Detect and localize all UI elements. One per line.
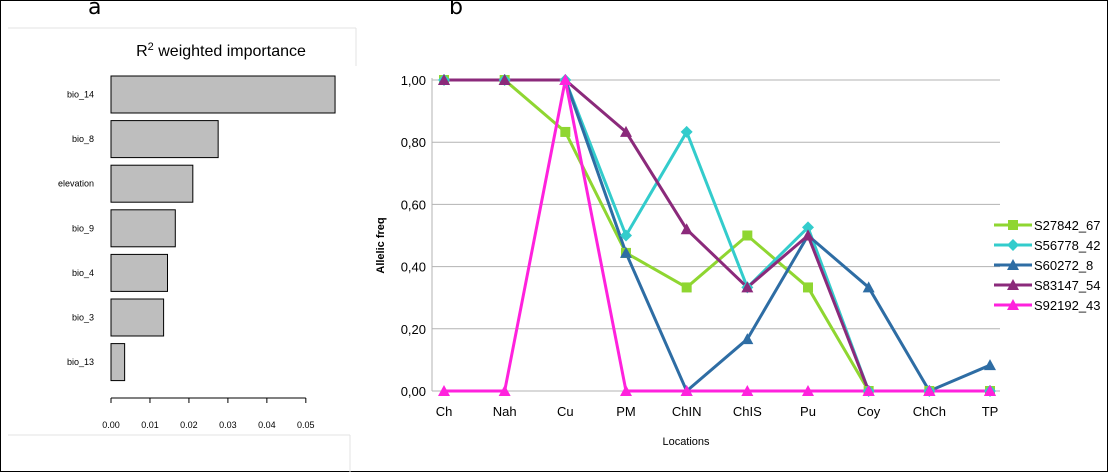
y-axis-title: Allelic freq: [375, 217, 387, 273]
bar-bio_13: [110, 343, 126, 382]
point-S60272_8-TP: [984, 359, 996, 371]
x-tick-label-Ch: Ch: [436, 404, 453, 419]
point-S83147_54-Nah: [498, 74, 511, 85]
legend-label-S56778_42: S56778_42: [1034, 238, 1101, 253]
point-S92192_43-Pu: [802, 385, 814, 396]
x-tick-label-TP: TP: [982, 404, 999, 419]
bar-chart-title: R2 weighted importance: [136, 41, 306, 60]
point-S92192_43-TP: [984, 385, 996, 396]
bar-x-tick-label: 0.02: [180, 420, 198, 430]
bar-label-bio_8: bio_8: [72, 134, 94, 144]
x-tick-label-PM: PM: [616, 404, 636, 419]
y-tick-label: 0,60: [401, 197, 426, 212]
bar-bio_9: [110, 209, 176, 248]
bar-label-bio_9: bio_9: [72, 223, 94, 233]
point-S27842_67-ChIS: [742, 230, 753, 241]
x-tick-label-ChIS: ChIS: [733, 404, 762, 419]
point-S92192_43-ChIN: [680, 385, 693, 396]
point-S60272_8-PM: [620, 246, 632, 258]
x-tick-label-ChCh: ChCh: [913, 404, 946, 419]
legend-marker-S56778_42: [1007, 239, 1019, 251]
legend-marker-S27842_67: [1008, 220, 1018, 230]
x-axis-title: Locations: [662, 436, 710, 448]
importance-bar-chart: R2 weighted importance bio_14 bio_8elevati…: [8, 27, 357, 472]
panel-a-title-box: [8, 27, 357, 66]
bar-x-tick-label: 0.04: [258, 420, 276, 430]
bar-label-bio_3: bio_3: [72, 313, 94, 323]
x-tick-label-ChIN: ChIN: [672, 404, 702, 419]
point-S92192_43-ChCh: [923, 385, 936, 396]
bar-x-tick-label: 0.03: [219, 420, 237, 430]
series-line-S56778_42: [444, 78, 990, 393]
point-S27842_67-Cu: [560, 126, 571, 137]
point-S60272_8-Coy: [862, 281, 875, 293]
bar-bio_4: [110, 253, 168, 292]
point-S92192_43-ChIS: [741, 385, 754, 396]
bar-label-bio_4: bio_4: [72, 268, 94, 278]
y-tick-label: 0,00: [401, 384, 426, 399]
y-tick-label: 0,40: [401, 260, 426, 275]
point-S92192_43-PM: [620, 385, 632, 396]
legend-label-S83147_54: S83147_54: [1034, 278, 1101, 293]
bar-bio_3: [110, 298, 165, 337]
panel-label-a: a: [88, 0, 102, 20]
bar-label-bio_13: bio_13: [67, 357, 94, 367]
bar-label-bio_14: bio_14: [67, 90, 94, 100]
y-tick-label: 0,80: [401, 135, 426, 150]
point-S83147_54-ChIS: [741, 281, 754, 293]
legend-marker-S60272_8: [1007, 259, 1019, 270]
point-S56778_42-ChIN: [680, 125, 693, 138]
point-S83147_54-PM: [620, 125, 632, 137]
point-S83147_54-ChIN: [680, 223, 693, 235]
point-S56778_42-PM: [620, 229, 632, 242]
point-S27842_67-Pu: [803, 282, 813, 293]
bar-bio_8: [110, 120, 219, 159]
allelic-frequency-line-chart: 0,00 0,20 0,40 0,60 0,80 1,00 Ch Nah Cu PM ChIN ChI…: [375, 73, 1101, 448]
point-S60272_8-ChIS: [741, 333, 754, 345]
x-tick-label-Cu: Cu: [557, 404, 574, 419]
y-tick-label: 1,00: [401, 73, 426, 88]
point-S92192_43-Coy: [862, 385, 875, 396]
point-S92192_43-Cu: [559, 74, 572, 85]
point-S92192_43-Ch: [438, 385, 450, 396]
x-tick-label-Pu: Pu: [800, 404, 816, 419]
bar-x-tick-label: 0.01: [141, 420, 159, 430]
x-tick-label-Nah: Nah: [493, 404, 517, 419]
bar-label-elevation: elevation: [58, 179, 94, 189]
x-tick-label-Coy: Coy: [857, 404, 881, 419]
series-line-S27842_67: [444, 78, 990, 393]
point-S56778_42-Pu: [802, 221, 814, 234]
series-line-S60272_8: [444, 78, 991, 393]
point-S92192_43-Nah: [498, 385, 511, 396]
bar-bio_14: [110, 75, 336, 114]
point-S83147_54-Ch: [438, 74, 450, 85]
bar-x-tick-label: 0.00: [102, 420, 120, 430]
legend-marker-S83147_54: [1007, 279, 1019, 290]
bar-elevation: [110, 164, 194, 203]
panel-label-b: b: [449, 0, 463, 20]
y-tick-label: 0,20: [401, 322, 426, 337]
legend-label-S92192_43: S92192_43: [1034, 298, 1101, 313]
point-S83147_54-Pu: [802, 229, 814, 241]
series-line-S83147_54: [444, 78, 990, 393]
point-S27842_67-ChIN: [681, 282, 692, 293]
bar-x-tick-label: 0.05: [297, 420, 315, 430]
legend-label-S27842_67: S27842_67: [1034, 218, 1101, 233]
legend-label-S60272_8: S60272_8: [1034, 258, 1093, 273]
legend-marker-S92192_43: [1007, 299, 1019, 310]
series-line-S92192_43: [444, 78, 990, 393]
